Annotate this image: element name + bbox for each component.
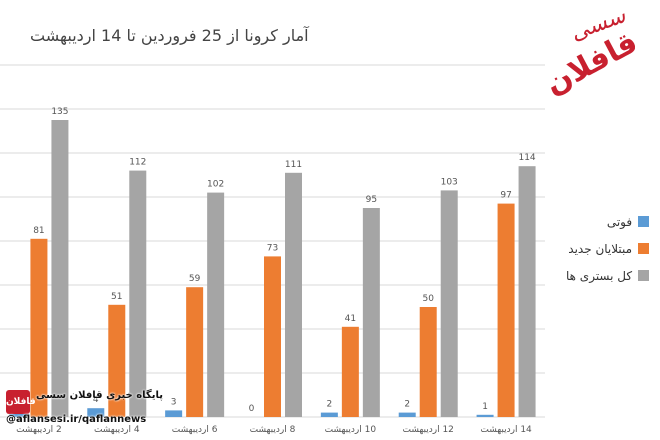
bar-new-cases — [419, 307, 437, 417]
bar-hospitalized — [440, 190, 458, 417]
bar-hospitalized — [285, 172, 302, 417]
data-label-deaths: 4 — [93, 395, 99, 405]
legend-item-new-cases: مبتلایان جدید — [566, 235, 650, 262]
bar-deaths — [320, 412, 338, 417]
data-label-deaths: 3 — [171, 397, 177, 407]
bar-new-cases — [497, 203, 515, 417]
data-label-hospitalized: 103 — [441, 177, 458, 187]
x-tick-label: 8 اردیبهشت — [250, 425, 296, 435]
data-label-hospitalized: 102 — [207, 180, 224, 190]
data-label-hospitalized: 95 — [366, 195, 377, 205]
legend-item-hospitalized: کل بستری ها — [566, 262, 650, 289]
legend-swatch-new-cases — [638, 243, 650, 254]
x-tick-label: 10 اردیبهشت — [325, 425, 377, 435]
legend-swatch-hospitalized — [638, 270, 650, 281]
bar-deaths — [476, 414, 494, 417]
data-label-deaths: 2 — [326, 400, 332, 410]
bar-hospitalized — [362, 208, 380, 417]
data-label-deaths: 1 — [482, 402, 488, 412]
data-label-new-cases: 51 — [111, 292, 122, 302]
data-label-hospitalized: 135 — [51, 107, 68, 117]
bar-deaths — [398, 412, 416, 417]
bar-hospitalized — [51, 120, 69, 417]
data-label-new-cases: 41 — [345, 314, 356, 324]
bar-new-cases — [108, 304, 126, 417]
watermark-badge: قافلان — [6, 390, 36, 414]
data-label-hospitalized: 111 — [285, 160, 302, 170]
chart-title: آمار کرونا از 25 فروردین تا 14 اردیبهشت — [30, 26, 309, 45]
x-tick-label: 14 اردیبهشت — [480, 425, 532, 435]
data-label-new-cases: 73 — [267, 243, 278, 253]
data-label-hospitalized: 112 — [129, 158, 146, 168]
legend-label-new-cases: مبتلایان جدید — [568, 241, 633, 256]
bar-deaths — [165, 410, 183, 417]
bar-new-cases — [341, 326, 359, 417]
data-label-deaths: 0 — [249, 404, 255, 414]
legend-label-hospitalized: کل بستری ها — [566, 268, 633, 283]
bar-hospitalized — [207, 192, 225, 417]
legend-item-deaths: فوتی — [566, 208, 650, 235]
watermark: قافلان پایگاه خبری قافلان سسی @aflansesi… — [0, 384, 200, 436]
watermark-handle: @aflansesi.ir/qaflannews — [6, 414, 147, 425]
legend-label-deaths: فوتی — [606, 214, 633, 229]
data-label-new-cases: 59 — [189, 274, 201, 284]
bar-deaths — [87, 408, 105, 417]
data-label-hospitalized: 114 — [518, 153, 535, 163]
bar-hospitalized — [129, 170, 147, 417]
x-tick-label: 12 اردیبهشت — [403, 425, 454, 435]
bar-new-cases — [264, 256, 281, 417]
legend: فوتی مبتلایان جدید کل بستری ها — [566, 208, 650, 289]
x-tick-label: 6 اردیبهشت — [172, 425, 218, 435]
watermark-title: پایگاه خبری قافلان سسی — [36, 390, 163, 401]
x-tick-label: 4 اردیبهشت — [94, 425, 140, 435]
data-label-new-cases: 97 — [500, 191, 511, 201]
data-label-new-cases: 81 — [33, 226, 44, 236]
data-label-deaths: 2 — [404, 400, 410, 410]
data-label-new-cases: 50 — [422, 294, 434, 304]
bar-new-cases — [186, 287, 204, 417]
x-tick-label: 2 اردیبهشت — [16, 425, 62, 435]
brand-logo: سسی قافلان — [522, 3, 654, 118]
legend-swatch-deaths — [638, 216, 650, 227]
bar-hospitalized — [518, 166, 536, 417]
bar-new-cases — [30, 238, 48, 417]
